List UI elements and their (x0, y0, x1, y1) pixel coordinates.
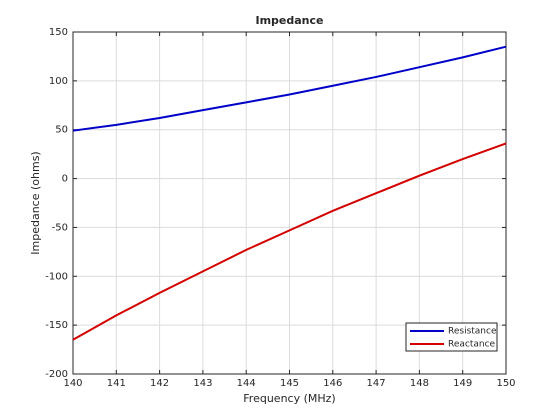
legend-box (405, 322, 498, 352)
y-tick-label: -100 (45, 271, 68, 282)
y-tick-label: 50 (55, 125, 68, 136)
y-tick-label: -200 (45, 369, 68, 380)
y-tick-label: -150 (45, 320, 68, 331)
axes-box (72, 31, 507, 375)
y-tick-label: 150 (49, 27, 68, 38)
x-tick-label: 140 (63, 378, 82, 389)
x-tick-label: 143 (193, 378, 212, 389)
x-tick-label: 149 (453, 378, 472, 389)
y-tick-label: 0 (62, 174, 68, 185)
x-axis-label: Frequency (MHz) (243, 392, 335, 405)
x-tick-label: 146 (323, 378, 342, 389)
x-tick-label: 148 (410, 378, 429, 389)
x-tick-label: 147 (367, 378, 386, 389)
line-series (72, 142, 507, 341)
x-tick-label: 141 (107, 378, 126, 389)
x-tick-label: 144 (237, 378, 256, 389)
legend-label: Resistance (448, 327, 497, 337)
chart-title: Impedance (256, 14, 324, 27)
line-series (72, 45, 507, 132)
y-axis-label: Impedance (ohms) (29, 151, 42, 254)
x-tick-label: 145 (280, 378, 299, 389)
x-tick-label: 150 (496, 378, 515, 389)
y-tick-label: -50 (52, 222, 68, 233)
legend-label: Reactance (448, 340, 496, 350)
x-tick-label: 142 (150, 378, 169, 389)
y-tick-label: 100 (49, 76, 68, 87)
